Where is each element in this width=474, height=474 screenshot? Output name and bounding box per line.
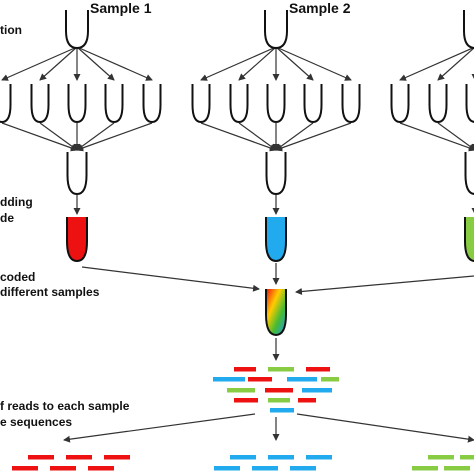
pooled-tube (265, 289, 287, 336)
sample-2-sorted-read-top-2 (268, 455, 294, 460)
sample-1-sorted-read-top-1 (28, 455, 54, 460)
step-pooling-label-line-2: different samples (0, 285, 100, 299)
sample-3-fragment-tube-2 (428, 84, 448, 123)
mixed-read-14 (270, 408, 294, 413)
sample-1-fragment-tube-3 (67, 84, 87, 123)
step-pooling-label-line-1: coded (0, 270, 36, 284)
sample-3-merge-arrow-2 (437, 122, 474, 151)
sample-3-sorted-read-bottom-2 (444, 466, 470, 471)
mixed-read-7 (321, 377, 339, 382)
sample-1-sample-tube (65, 10, 89, 49)
sample-3-pool-arrow (295, 275, 474, 295)
sample-1-fragment-arrow-5 (76, 46, 153, 81)
mixed-read-3 (306, 367, 330, 372)
sample-2-fragment-arrow-1 (200, 46, 277, 81)
sample-2-fragment-arrow-4 (275, 46, 314, 81)
sample-2-sorted-read-top-1 (230, 455, 256, 460)
step-demultiplex-label-line-1: f reads to each sample (0, 399, 130, 413)
mixed-read-1 (234, 367, 256, 372)
sample-1-sorted-read-bottom-2 (50, 466, 76, 471)
step-barcode-label-line-1: dding (0, 195, 33, 209)
sample-3-barcoded-tube (464, 217, 474, 262)
sample-2-barcoded-tube (265, 217, 287, 262)
demultiplex-arrow-1 (63, 413, 256, 443)
mixed-read-12 (268, 398, 290, 403)
sample-1-sorted-read-top-2 (66, 455, 92, 460)
step-demultiplex-label-line-2: e sequences (0, 415, 73, 429)
tubes (0, 10, 474, 336)
sample-3-fragment-tube-3 (465, 84, 474, 123)
sample-3-fragment-arrow-2 (437, 47, 474, 81)
sample-2-sorted-read-bottom-1 (214, 466, 240, 471)
step-barcode-label-line-2: de (0, 211, 15, 225)
sample-1-merged-tube (66, 152, 88, 195)
sample-1-sorted-read-bottom-1 (12, 466, 38, 471)
mixed-read-11 (234, 398, 258, 403)
sample-2-fragment-tube-1 (191, 84, 211, 123)
sample-2-fragment-tube-2 (229, 84, 249, 123)
step-fragmentation-label: tion (0, 23, 22, 37)
sample-2-fragment-arrow-5 (275, 46, 352, 81)
mixed-read-8 (227, 388, 255, 393)
reads (12, 367, 474, 471)
sample-1-sorted-read-top-3 (104, 455, 130, 460)
sample-2-sample-tube (264, 10, 288, 49)
sample-1-barcoded-tube (66, 217, 88, 262)
sample-2-sorted-read-bottom-2 (252, 466, 278, 471)
sample-3-fragment-arrow-1 (399, 46, 474, 81)
mixed-read-2 (268, 367, 294, 372)
sample-3-merge-arrow-1 (399, 122, 474, 152)
sample-1-merge-arrow-5 (76, 122, 153, 152)
sample-2-sorted-read-top-3 (306, 455, 332, 460)
mixed-read-10 (302, 388, 332, 393)
sample-2-merge-arrow-4 (275, 122, 314, 151)
arrows (1, 46, 474, 443)
mixed-read-6 (287, 377, 317, 382)
sample-3-sorted-read-top-2 (460, 455, 474, 460)
sample-1-merge-arrow-4 (76, 122, 115, 151)
sample-2-merge-arrow-1 (200, 122, 277, 152)
sample-3-sample-tube (463, 10, 474, 49)
sample-2-merge-arrow-5 (275, 122, 352, 152)
mixed-read-5 (248, 377, 272, 382)
mixed-read-9 (265, 388, 293, 393)
sample-3-merged-tube (464, 152, 474, 195)
sample-2-fragment-arrow-2 (238, 46, 277, 81)
sample-1-fragment-tube-4 (104, 84, 124, 123)
sample-1-merge-arrow-2 (39, 122, 78, 151)
sample-3-sorted-read-bottom-1 (412, 466, 438, 471)
sample-3-fragment-tube-1 (390, 84, 410, 123)
mixed-read-4 (213, 377, 245, 382)
sample-1-fragment-tube-1 (0, 84, 12, 123)
demultiplex-arrow-3 (296, 413, 474, 443)
sample-1-label: Sample 1 (90, 0, 152, 16)
sample-3-sorted-read-top-1 (428, 455, 454, 460)
sample-1-fragment-arrow-2 (39, 46, 78, 81)
sample-1-fragment-tube-5 (142, 84, 162, 123)
sample-1-fragment-tube-2 (30, 84, 50, 123)
sample-2-merge-arrow-2 (238, 122, 277, 151)
sample-1-pool-arrow (81, 266, 260, 292)
sample-2-fragment-tube-4 (303, 84, 323, 123)
sample-1-sorted-read-bottom-3 (88, 466, 114, 471)
sample-1-merge-arrow-1 (1, 122, 78, 152)
sample-2-fragment-tube-5 (341, 84, 361, 123)
sample-2-label: Sample 2 (289, 0, 351, 16)
sample-2-fragment-tube-3 (266, 84, 286, 123)
sample-1-fragment-arrow-4 (76, 46, 115, 81)
sample-2-merged-tube (265, 152, 287, 195)
sample-2-sorted-read-bottom-3 (290, 466, 316, 471)
sample-1-fragment-arrow-1 (1, 46, 78, 81)
mixed-read-13 (298, 398, 316, 403)
